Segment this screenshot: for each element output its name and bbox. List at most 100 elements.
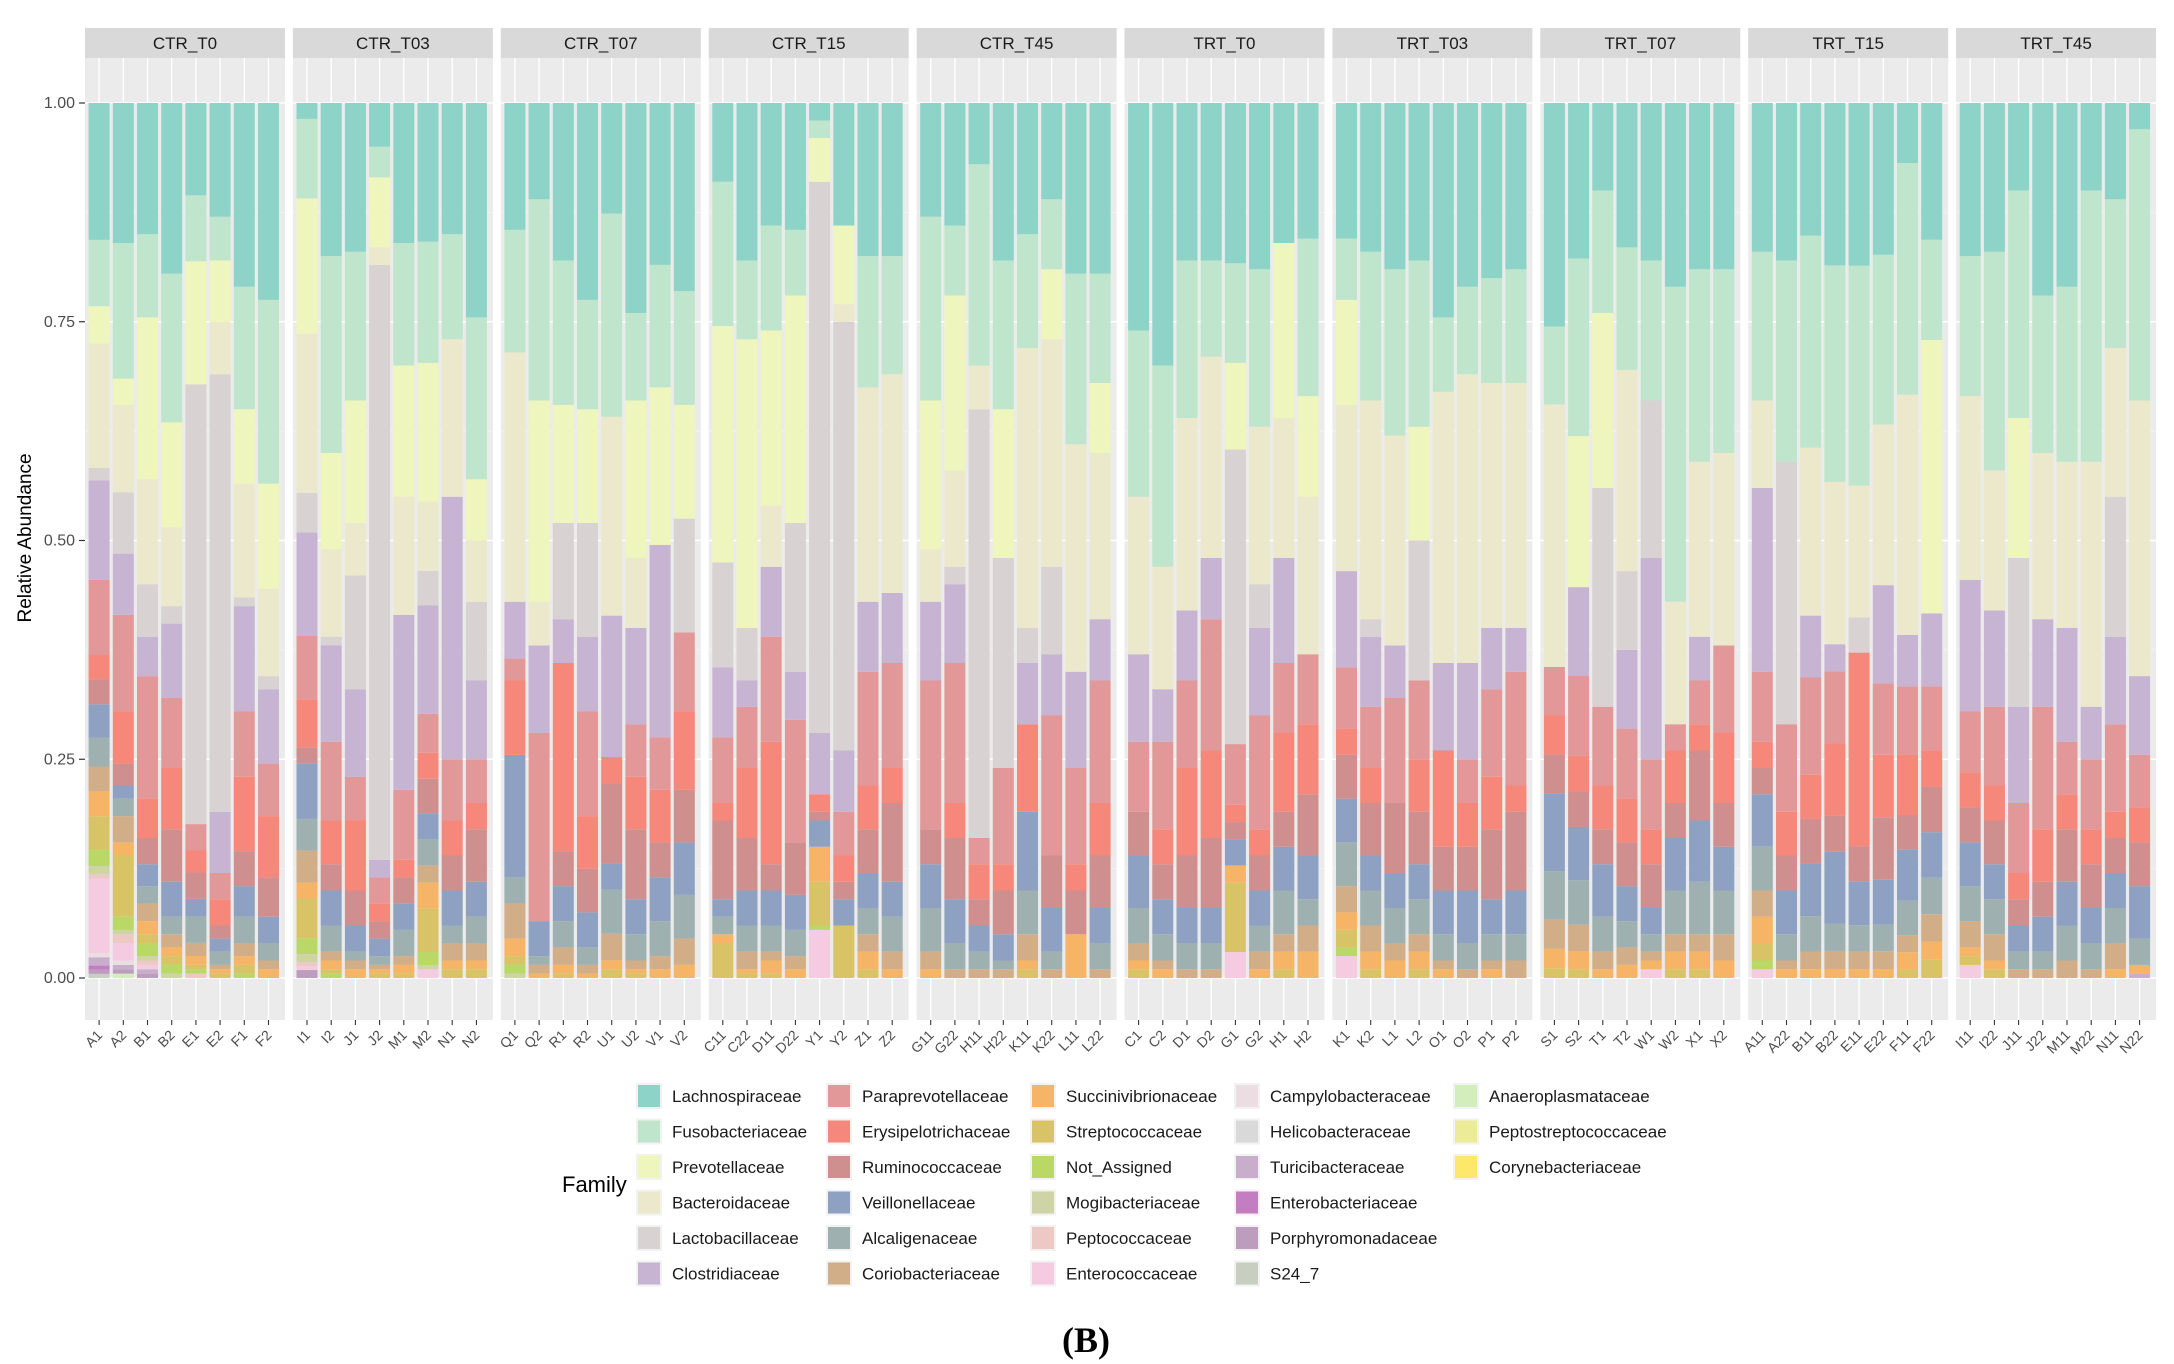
bar-segment-ruminococcaceae: [1128, 811, 1150, 856]
bar-segment-fusobacteriaceae: [920, 216, 942, 401]
bar-segment-lachnospiraceae: [920, 103, 942, 217]
bar-segment-erysipelotrichaceae: [369, 903, 391, 922]
bar-R2: [577, 103, 598, 978]
bar-segment-peptococcaceae: [137, 960, 158, 965]
bar-segment-succinivibrionaceae: [577, 973, 598, 978]
bar-segment-clostridiaceae: [1249, 628, 1271, 716]
bar-segment-erysipelotrichaceae: [1872, 754, 1894, 818]
y-axis: 0.00 0.25 0.50 0.75 1.00: [44, 95, 85, 987]
x-tick-label: L11: [1055, 1027, 1082, 1054]
bar-segment-clostridiaceae: [809, 733, 831, 795]
bar-segment-mogibacteriaceae: [88, 866, 110, 875]
bar-segment-lachnospiraceae: [1872, 103, 1894, 255]
bar-segment-succinivibrionaceae: [881, 969, 903, 978]
bar-segment-lactobacillaceae: [161, 606, 183, 624]
legend-label: Peptococcaceae: [1066, 1229, 1192, 1248]
bar-segment-coriobacteriaceae: [1176, 969, 1198, 978]
bar-segment-not-assigned: [233, 973, 255, 978]
bar-segment-coriobacteriaceae: [2008, 969, 2030, 978]
bar-segment-paraprevotellaceae: [1481, 689, 1503, 777]
bar-segment-bacteroidaceae: [137, 479, 158, 585]
bar-segment-streptococcaceae: [552, 973, 574, 978]
legend-label: Anaeroplasmataceae: [1489, 1087, 1650, 1106]
bar-segment-lachnospiraceae: [944, 103, 966, 226]
legend-swatch: [638, 1156, 660, 1178]
bar-segment-ruminococcaceae: [1568, 791, 1590, 827]
bar-segment-coriobacteriaceae: [528, 964, 550, 974]
bar-segment-lachnospiraceae: [465, 103, 487, 318]
bar-segment-ruminococcaceae: [1224, 822, 1246, 840]
bar-D2: [1200, 103, 1222, 978]
bar-segment-erysipelotrichaceae: [1664, 750, 1686, 803]
bar-segment-coriobacteriaceae: [992, 969, 1014, 978]
bar-segment-coriobacteriaceae: [2056, 960, 2078, 978]
bar-segment-fusobacteriaceae: [161, 273, 183, 423]
bar-segment-bacteroidaceae: [161, 527, 183, 607]
bar-I1: [296, 103, 318, 978]
bar-segment-alcaligenaceae: [552, 921, 574, 948]
bar-segment-fusobacteriaceae: [233, 286, 255, 410]
bar-segment-coriobacteriaceae: [1897, 935, 1918, 953]
bar-segment-bacteroidaceae: [1017, 348, 1038, 628]
bar-segment-coriobacteriaceae: [1360, 925, 1382, 952]
bar-segment-lachnospiraceae: [1128, 103, 1150, 331]
x-tick-label: C11: [700, 1027, 729, 1056]
bar-segment-fusobacteriaceae: [1200, 260, 1222, 357]
bar-segment-ruminococcaceae: [1800, 818, 1822, 864]
bar-H1: [1273, 103, 1295, 978]
bar-segment-paraprevotellaceae: [1360, 706, 1382, 768]
bar-segment-alcaligenaceae: [1089, 943, 1111, 970]
bar-segment-succinivibrionaceae: [1800, 969, 1822, 978]
bar-segment-fusobacteriaceae: [1224, 263, 1246, 363]
bar-segment-fusobacteriaceae: [1336, 238, 1357, 300]
bar-segment-clostridiaceae: [833, 750, 855, 812]
bar-segment-streptococcaceae: [465, 969, 487, 978]
bar-segment-alcaligenaceae: [1921, 877, 1943, 915]
legend-label: Peptostreptococcaceae: [1489, 1123, 1667, 1142]
x-tick-label: G11: [908, 1027, 937, 1056]
bar-segment-paraprevotellaceae: [233, 711, 255, 777]
bar-segment-erysipelotrichaceae: [233, 776, 255, 852]
bar-segment-ruminococcaceae: [1751, 768, 1773, 795]
bar-segment-paraprevotellaceae: [185, 824, 207, 851]
bar-segment-ruminococcaceae: [857, 829, 879, 873]
bar-I2: [320, 103, 342, 978]
bar-segment-lachnospiraceae: [1664, 103, 1686, 287]
x-tick-label: A2: [106, 1027, 130, 1051]
bar-segment-erysipelotrichaceae: [1776, 811, 1797, 856]
bar-segment-coriobacteriaceae: [1543, 919, 1565, 949]
bar-segment-ruminococcaceae: [320, 864, 342, 891]
bar-N1: [441, 103, 463, 978]
legend-label: Erysipelotrichaceae: [862, 1123, 1010, 1142]
bar-segment-ruminococcaceae: [760, 864, 782, 891]
bar-segment-coriobacteriaceae: [1689, 934, 1711, 952]
bar-segment-clostridiaceae: [1568, 587, 1590, 676]
bar-segment-lachnospiraceae: [2056, 103, 2078, 287]
bar-segment-succinivibrionaceae: [1872, 969, 1894, 978]
bar-I22: [1983, 103, 2005, 978]
bar-segment-alcaligenaceae: [2056, 925, 2078, 961]
bar-segment-ruminococcaceae: [736, 838, 758, 891]
bar-segment-clostridiaceae: [393, 614, 415, 790]
bar-segment-lachnospiraceae: [2032, 103, 2054, 296]
legend-swatch: [828, 1227, 850, 1249]
bar-segment-lachnospiraceae: [577, 103, 598, 300]
bar-segment-bacteroidaceae: [441, 339, 463, 497]
bar-segment-peptococcaceae: [296, 962, 318, 967]
bar-segment-lachnospiraceae: [552, 103, 574, 261]
bar-segment-lachnospiraceae: [968, 103, 990, 165]
bar-segment-coriobacteriaceae: [1872, 951, 1894, 970]
bar-segment-veillonellaceae: [258, 916, 279, 943]
facet-strip: [85, 28, 285, 58]
bar-segment-fusobacteriaceae: [601, 213, 623, 417]
x-tick-label: H22: [980, 1027, 1010, 1057]
figure-caption: (B): [1062, 1320, 1110, 1360]
bar-segment-mogibacteriaceae: [161, 973, 183, 978]
bar-E22: [1872, 103, 1894, 978]
bar-segment-erysipelotrichaceae: [1360, 768, 1382, 803]
bar-segment-succinivibrionaceae: [209, 969, 231, 974]
bar-segment-veillonellaceae: [712, 899, 734, 917]
bar-segment-streptococcaceae: [736, 973, 758, 978]
bar-segment-ruminococcaceae: [1983, 820, 2005, 865]
legend-swatch: [638, 1227, 660, 1249]
